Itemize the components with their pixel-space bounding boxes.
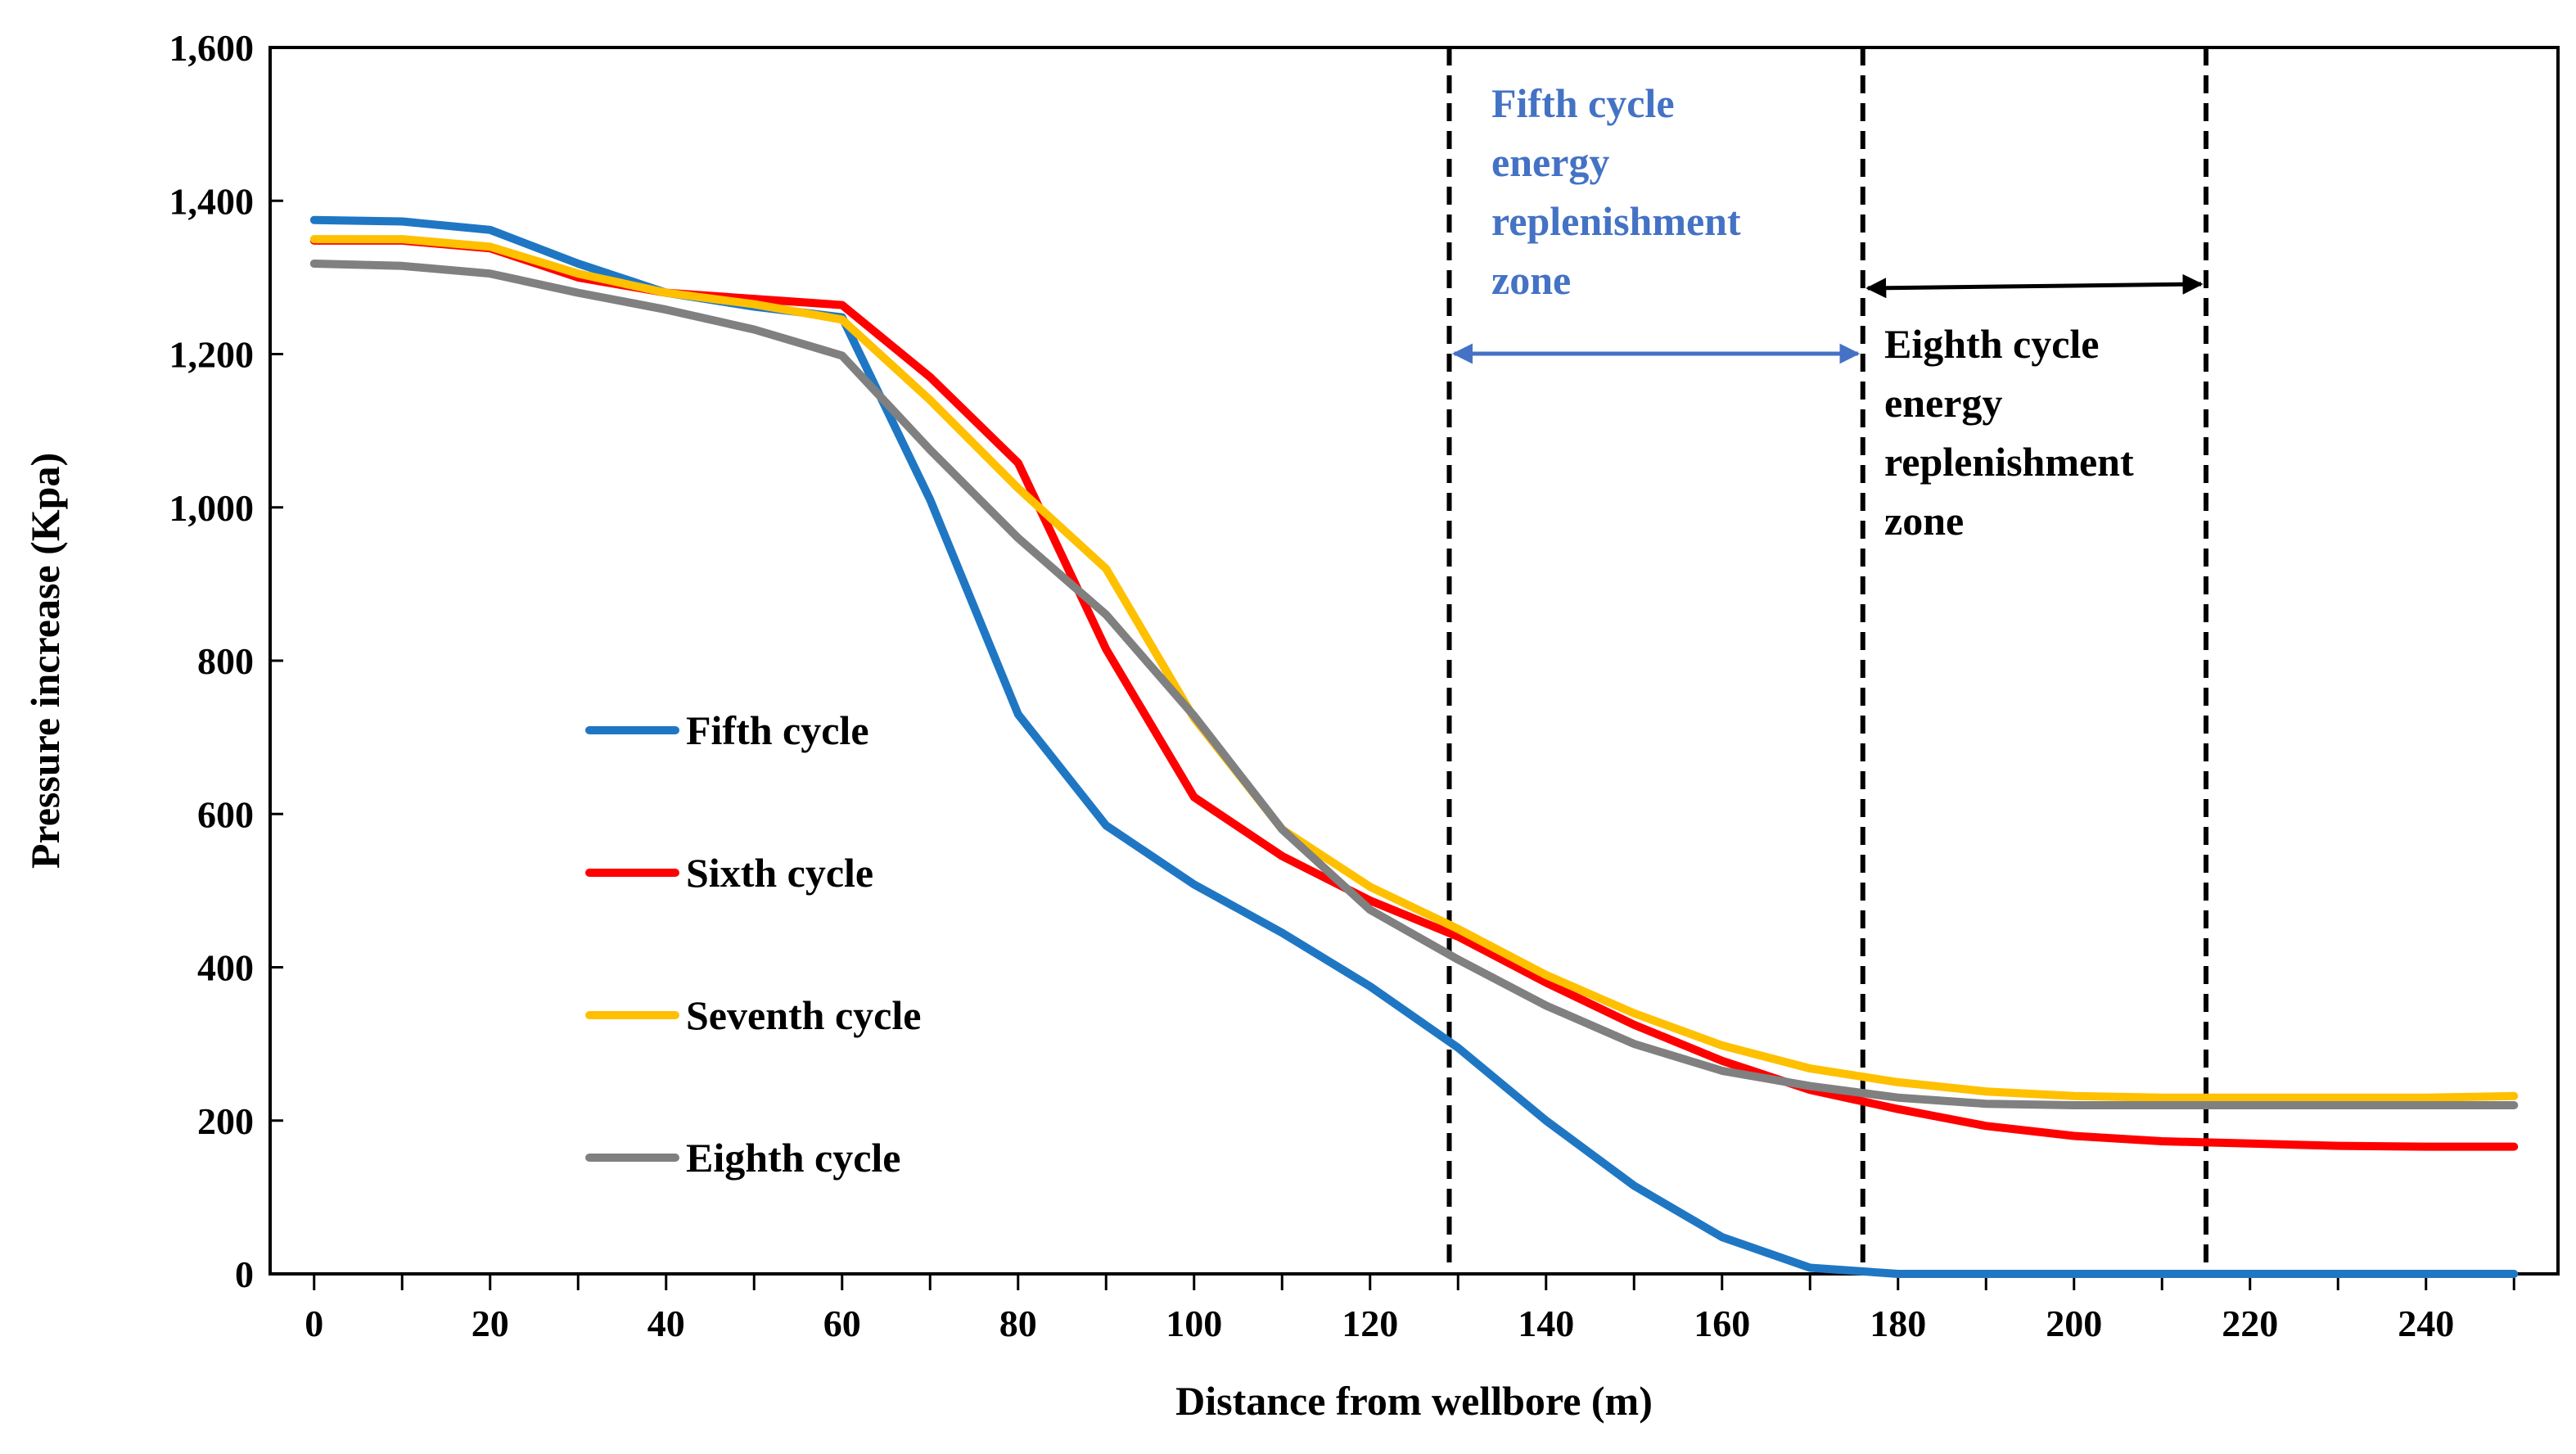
eighth-zone-label-line: Eighth cycle [1884,321,2099,367]
y-tick-label: 600 [197,793,254,835]
fifth-zone-label-line: energy [1491,139,1609,185]
plot-border [268,46,2560,1276]
y-axis-title: Pressure increase (Kpa) [22,453,68,869]
x-axis-ticks: 0 20 40 60 80 100 120 140 160 180 200 220 240 [305,1274,2515,1344]
x-tick-label: 240 [2398,1303,2454,1344]
y-tick-label: 1,000 [169,487,255,529]
y-tick-label: 1,600 [169,27,255,69]
x-tick-label: 80 [999,1303,1037,1344]
x-tick-label: 140 [1518,1303,1574,1344]
eighth-zone-arrow [1865,273,2204,299]
fifth-zone-label-line: Fifth cycle [1491,80,1675,126]
fifth-zone-label-line: zone [1491,257,1571,303]
y-tick-label: 1,200 [169,334,255,376]
y-tick-label: 200 [197,1100,254,1142]
eighth-zone-label-line: zone [1884,498,1964,544]
y-tick-label: 400 [197,947,254,989]
x-tick-label: 20 [471,1303,509,1344]
x-tick-label: 160 [1694,1303,1750,1344]
series-line-seventh-cycle [309,235,2519,1102]
legend: Fifth cycle Sixth cycle Seventh cycle Eight… [585,707,921,1181]
x-axis-title: Distance from wellbore (m) [1175,1378,1653,1424]
legend-label: Eighth cycle [686,1135,900,1181]
y-tick-label: 800 [197,640,254,682]
y-tick-label: 1,400 [169,180,255,222]
legend-label: Seventh cycle [686,992,921,1038]
series-line-sixth-cycle [309,236,2519,1151]
series-line-eighth-cycle [309,260,2519,1109]
series-lines [309,215,2519,1278]
fifth-zone-label-line: replenishment [1491,198,1741,244]
x-tick-label: 180 [1870,1303,1926,1344]
eighth-zone-label-line: replenishment [1884,439,2134,485]
x-tick-label: 200 [2046,1303,2102,1344]
x-tick-label: 0 [305,1303,323,1344]
x-tick-label: 220 [2222,1303,2278,1344]
legend-label: Sixth cycle [686,850,873,896]
x-tick-label: 60 [823,1303,861,1344]
y-axis-ticks: 0 200 400 600 800 1,000 1,200 1,400 1,600 [169,27,283,1295]
plot-area [268,46,2560,1276]
y-tick-label: 0 [235,1253,254,1295]
series-line-fifth-cycle [309,215,2519,1278]
fifth-zone-label: Fifth cycle energy replenishment zone [1491,80,1741,303]
eighth-zone-label-line: energy [1884,380,2002,426]
x-tick-label: 120 [1342,1303,1398,1344]
eighth-zone-label: Eighth cycle energy replenishment zone [1884,321,2134,544]
legend-label: Fifth cycle [686,707,869,753]
x-tick-label: 40 [647,1303,685,1344]
replenishment-zones: Fifth cycle energy replenishment zoneEighth… [1446,47,2208,1274]
x-tick-label: 100 [1166,1303,1222,1344]
